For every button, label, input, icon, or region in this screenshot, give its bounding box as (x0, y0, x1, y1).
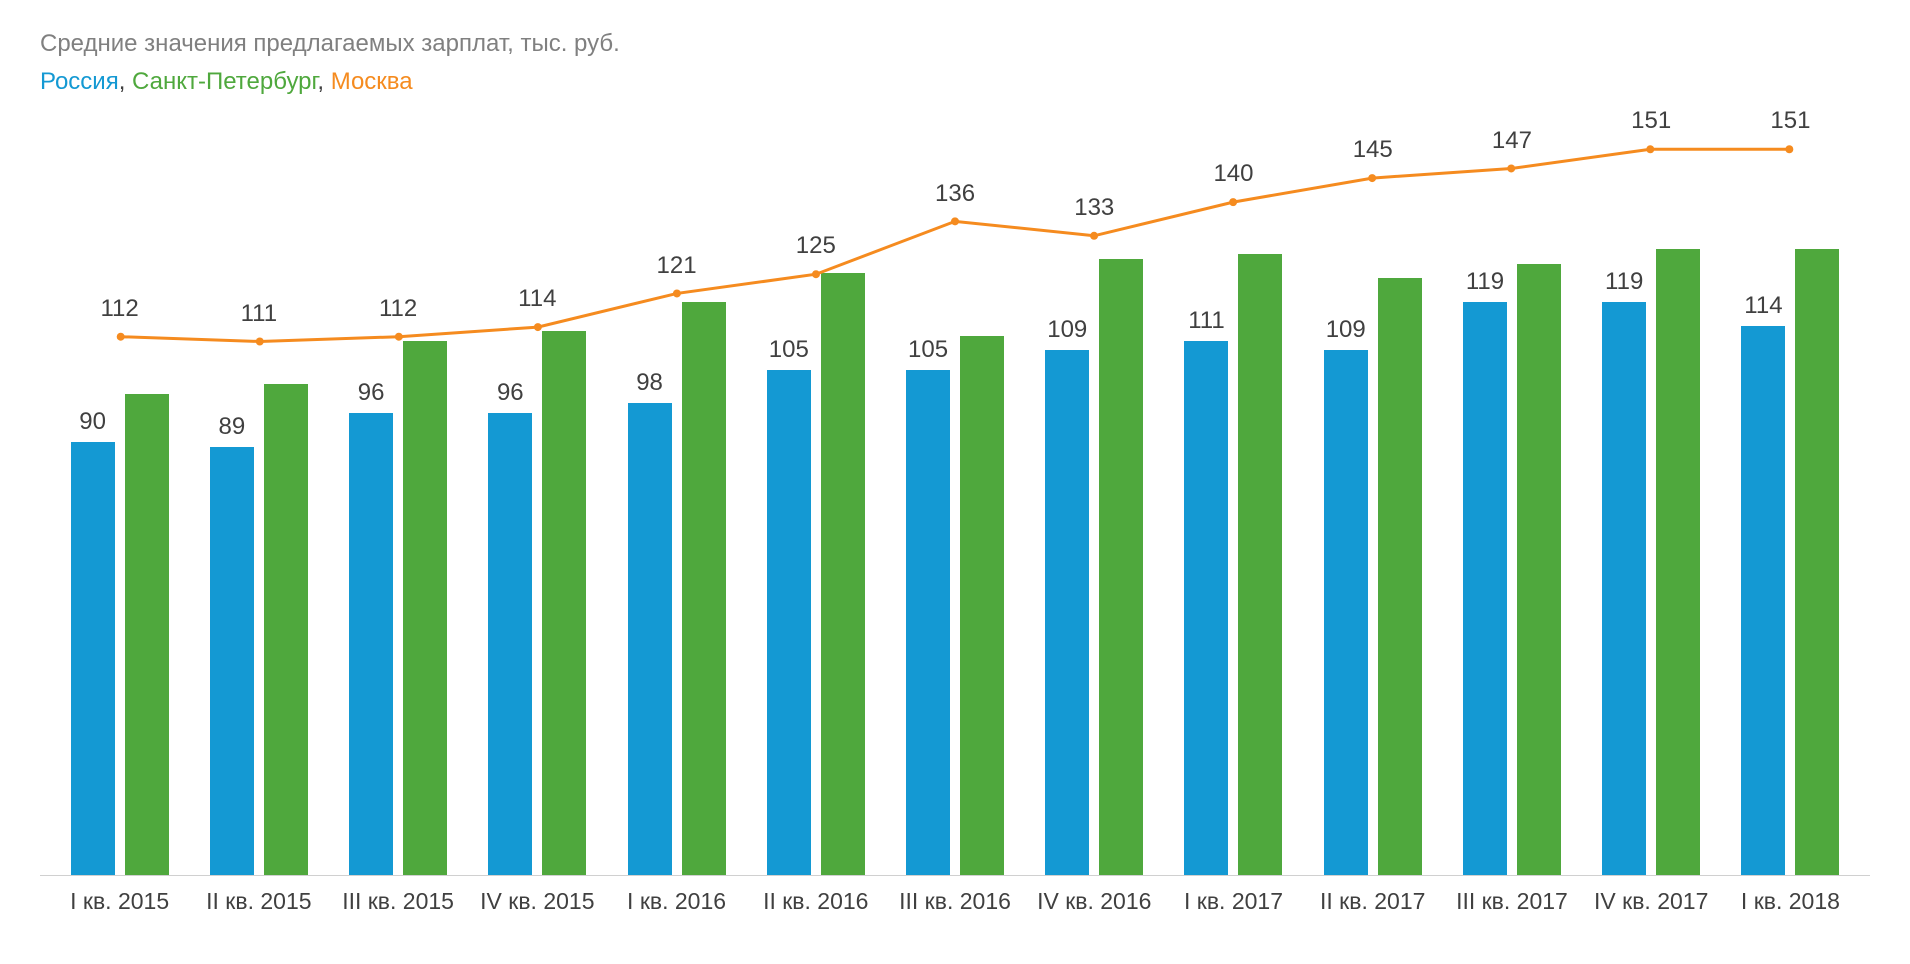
bar (1099, 259, 1143, 875)
bar-group: 96 (328, 106, 467, 875)
bar-group: 96 (468, 106, 607, 875)
legend-item: Санкт-Петербург (132, 68, 317, 95)
legend-item: Москва (331, 68, 413, 95)
bar-value-label: 98 (636, 369, 663, 397)
bar-value-label: 105 (769, 336, 809, 364)
bar-group: 98 (607, 106, 746, 875)
x-axis-tick: I кв. 2016 (607, 888, 746, 915)
bar-value-label: 105 (908, 336, 948, 364)
x-axis-tick: III кв. 2017 (1442, 888, 1581, 915)
bar-group: 111 (1164, 106, 1303, 875)
x-axis-tick: IV кв. 2015 (468, 888, 607, 915)
bar: 96 (349, 413, 393, 875)
legend-separator: , (119, 68, 132, 95)
bar (1656, 249, 1700, 875)
bar: 105 (767, 370, 811, 875)
x-axis-tick: III кв. 2015 (328, 888, 467, 915)
bar-group: 109 (1303, 106, 1442, 875)
chart-container: 9089969698105105109111109119119114 11211… (40, 106, 1870, 926)
x-axis-tick: II кв. 2016 (746, 888, 885, 915)
bar (542, 331, 586, 875)
chart-header: Средние значения предлагаемых зарплат, т… (40, 30, 1870, 96)
bar-value-label: 96 (358, 379, 385, 407)
chart-legend: Россия, Санкт-Петербург, Москва (40, 68, 1870, 96)
bar: 96 (488, 413, 532, 875)
bar-value-label: 89 (218, 413, 245, 441)
bar-value-label: 109 (1326, 316, 1366, 344)
bar (403, 341, 447, 875)
bar-value-label: 119 (1466, 268, 1504, 296)
bar: 90 (71, 442, 115, 875)
bar-group: 89 (189, 106, 328, 875)
bar-value-label: 109 (1047, 316, 1087, 344)
bar-value-label: 119 (1605, 268, 1643, 296)
bar (682, 302, 726, 875)
bar-group: 109 (1025, 106, 1164, 875)
bar: 89 (210, 447, 254, 875)
bar (960, 336, 1004, 875)
legend-item: Россия (40, 68, 119, 95)
bar-group: 114 (1721, 106, 1860, 875)
bar-group: 90 (50, 106, 189, 875)
bar-group: 105 (746, 106, 885, 875)
bar (1378, 278, 1422, 875)
bar: 109 (1324, 350, 1368, 875)
bars-layer: 9089969698105105109111109119119114 (40, 106, 1870, 875)
bar-value-label: 90 (79, 408, 106, 436)
bar (1795, 249, 1839, 875)
bar: 111 (1184, 341, 1228, 875)
x-axis-tick: IV кв. 2017 (1582, 888, 1721, 915)
x-axis-tick: II кв. 2017 (1303, 888, 1442, 915)
bar-value-label: 111 (1188, 307, 1224, 335)
bar-group: 119 (1442, 106, 1581, 875)
legend-separator: , (317, 68, 330, 95)
bar: 119 (1463, 302, 1507, 875)
bar: 119 (1602, 302, 1646, 875)
bar (1517, 264, 1561, 875)
bar: 98 (628, 403, 672, 875)
x-axis-tick: I кв. 2017 (1164, 888, 1303, 915)
bar (821, 273, 865, 875)
x-axis-tick: IV кв. 2016 (1025, 888, 1164, 915)
bar-value-label: 96 (497, 379, 524, 407)
bar (125, 394, 169, 875)
plot-area: 9089969698105105109111109119119114 11211… (40, 106, 1870, 876)
bar (1238, 254, 1282, 875)
x-axis-tick: II кв. 2015 (189, 888, 328, 915)
bar: 105 (906, 370, 950, 875)
chart-title: Средние значения предлагаемых зарплат, т… (40, 30, 1870, 58)
bar: 114 (1741, 326, 1785, 875)
x-axis-tick: I кв. 2015 (50, 888, 189, 915)
x-axis: I кв. 2015II кв. 2015III кв. 2015IV кв. … (40, 876, 1870, 915)
x-axis-tick: III кв. 2016 (885, 888, 1024, 915)
bar-value-label: 114 (1744, 292, 1782, 320)
bar-group: 105 (885, 106, 1024, 875)
x-axis-tick: I кв. 2018 (1721, 888, 1860, 915)
bar: 109 (1045, 350, 1089, 875)
bar (264, 384, 308, 875)
bar-group: 119 (1582, 106, 1721, 875)
